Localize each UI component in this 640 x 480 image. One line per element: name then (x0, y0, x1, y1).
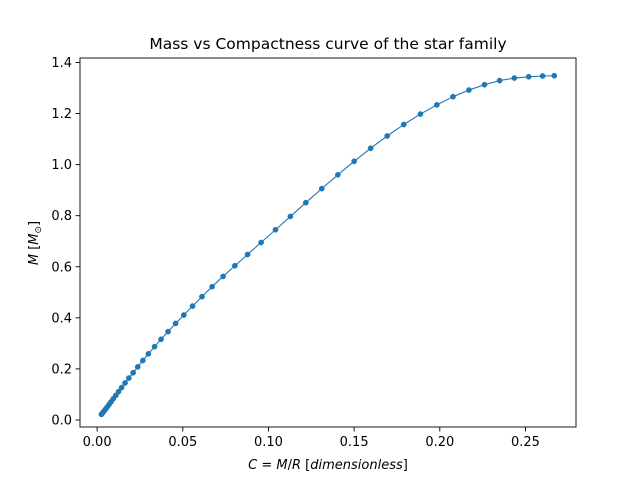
data-point (450, 93, 456, 100)
y-tick-label: 1.2 (51, 107, 72, 122)
data-point (367, 145, 374, 152)
y-tick-label: 0.4 (51, 311, 72, 326)
data-point (272, 226, 279, 233)
x-axis-label: C = M/R [dimensionless] (248, 458, 408, 473)
data-point (145, 350, 152, 357)
data-point (180, 312, 187, 318)
y-tick-label: 1.4 (51, 56, 72, 71)
data-point (511, 75, 518, 81)
y-tick-label: 0.6 (51, 260, 72, 275)
data-point (140, 357, 146, 364)
x-tick-label: 0.05 (168, 435, 197, 450)
data-point (466, 87, 472, 93)
data-point (122, 380, 128, 386)
x-tick-label: 0.25 (511, 435, 540, 450)
data-point (302, 199, 309, 206)
data-point (287, 213, 294, 220)
plot-area (80, 58, 576, 427)
data-point (244, 251, 251, 258)
chart-title: Mass vs Compactness curve of the star fa… (149, 35, 506, 53)
data-point (118, 384, 125, 391)
data-point (496, 77, 503, 84)
data-point (125, 375, 132, 381)
data-point (172, 320, 179, 327)
x-tick-label: 0.00 (83, 435, 112, 450)
y-tick-label: 0.8 (51, 209, 72, 224)
data-point (434, 102, 440, 108)
data-point (130, 369, 136, 376)
y-tick-label: 0.0 (51, 413, 72, 428)
data-point (481, 81, 488, 88)
data-point (209, 283, 215, 290)
data-point (351, 158, 357, 165)
y-axis-label: M [M⊙] (27, 221, 44, 265)
y-axis: 0.0 0.2 0.4 0.6 0.8 1.0 1.2 1.4 (51, 56, 80, 428)
data-point (525, 73, 532, 80)
data-point (199, 293, 205, 300)
data-point (189, 303, 196, 309)
data-point (335, 171, 341, 178)
data-point (417, 111, 424, 117)
data-point (220, 273, 226, 280)
data-point (151, 343, 158, 350)
data-point (551, 72, 558, 79)
data-point (400, 121, 407, 128)
data-point (539, 73, 546, 79)
x-tick-label: 0.15 (340, 435, 369, 450)
x-tick-label: 0.20 (425, 435, 454, 450)
x-tick-label: 0.10 (254, 435, 283, 450)
data-point (258, 239, 264, 246)
data-point (232, 262, 238, 269)
data-point (384, 133, 391, 139)
data-point (115, 388, 122, 395)
data-point (165, 328, 171, 335)
x-axis: 0.00 0.05 0.10 0.15 0.20 0.25 (83, 427, 540, 450)
data-point (158, 336, 164, 343)
y-tick-label: 0.2 (51, 362, 72, 377)
data-point (112, 392, 119, 399)
plot-frame (79, 57, 577, 428)
series-layer (98, 72, 558, 418)
data-point (318, 185, 325, 192)
y-tick-label: 1.0 (51, 158, 72, 173)
data-point (134, 364, 141, 370)
